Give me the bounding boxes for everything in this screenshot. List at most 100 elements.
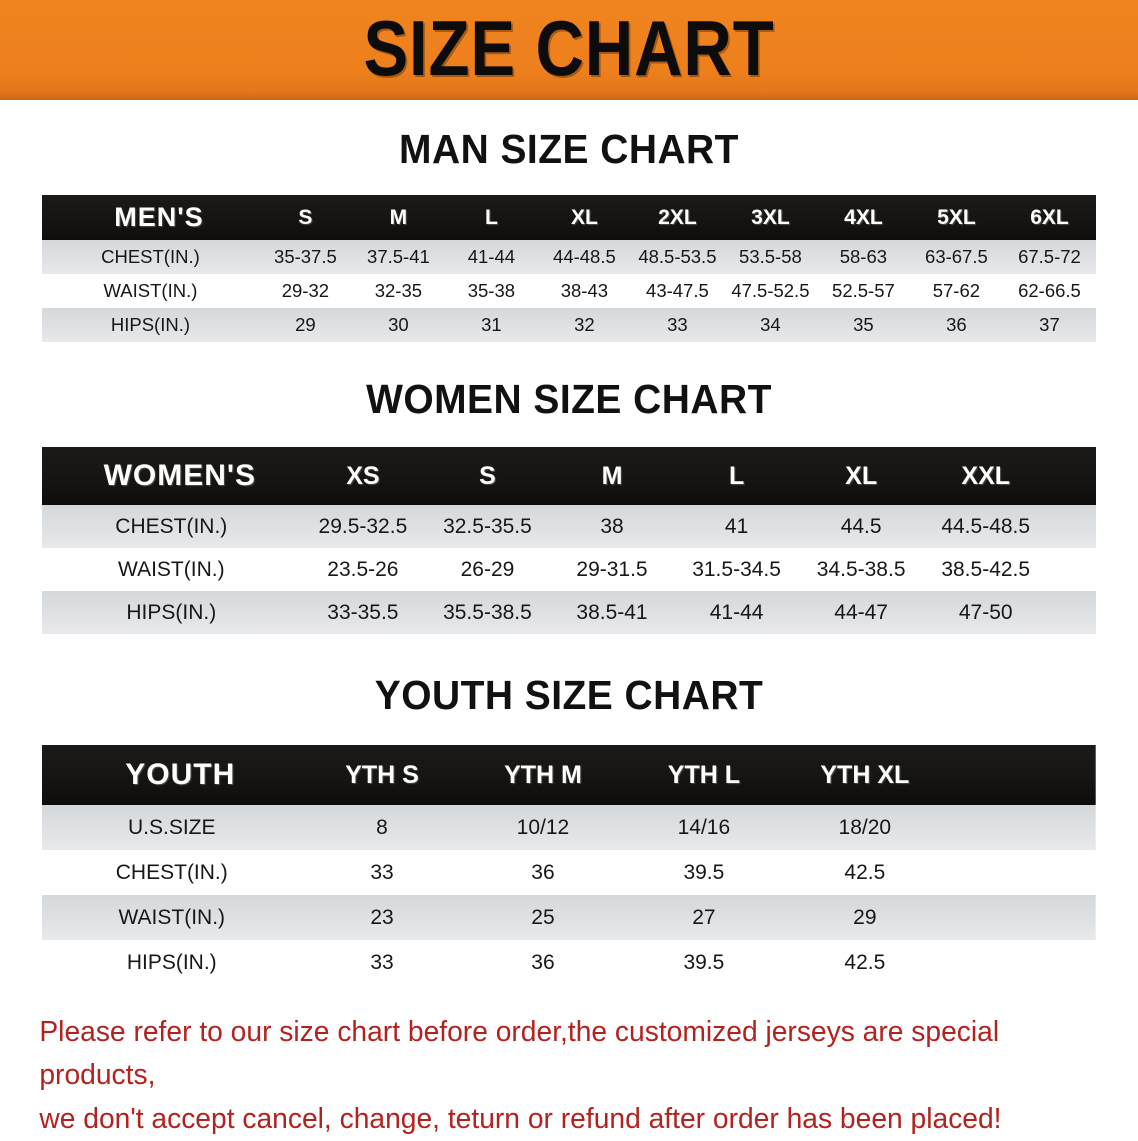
size-column-header: S bbox=[298, 205, 313, 229]
women-table-wrap: WOMEN'S XS S M L XL XXL CHEST(IN.) 29.5-32.5 32.… bbox=[0, 447, 1138, 634]
measurement-cell: 25 bbox=[531, 905, 555, 929]
measurement-cell: 44.5 bbox=[840, 514, 882, 538]
measurement-cell: 31 bbox=[481, 314, 502, 335]
footer-note: Please refer to our size chart before or… bbox=[39, 1011, 1098, 1141]
row-spacer bbox=[1048, 591, 1096, 634]
women-size-table: WOMEN'S XS S M L XL XXL CHEST(IN.) 29.5-32.5 32.… bbox=[42, 447, 1096, 634]
man-table-wrap: MEN'S S M L XL 2XL 3XL 4XL 5XL 6XL CHEST(IN.) 35-3… bbox=[0, 195, 1138, 342]
size-column-header: 6XL bbox=[1030, 205, 1069, 229]
table-header-row: WOMEN'S XS S M L XL XXL bbox=[42, 447, 1096, 505]
measurement-cell: 47.5-52.5 bbox=[731, 280, 810, 301]
measurement-cell: 31.5-34.5 bbox=[692, 557, 781, 581]
table-row: CHEST(IN.) 33 36 39.5 42.5 bbox=[42, 850, 1096, 895]
measurement-cell: 53.5-58 bbox=[739, 246, 802, 267]
measurement-cell: 36 bbox=[531, 860, 555, 884]
measurement-cell: 43-47.5 bbox=[646, 280, 709, 301]
table-header-row: MEN'S S M L XL 2XL 3XL 4XL 5XL 6XL bbox=[42, 195, 1096, 240]
measurement-cell: 48.5-53.5 bbox=[638, 246, 717, 267]
size-column-header: M bbox=[389, 205, 408, 229]
table-row: HIPS(IN.) 33 36 39.5 42.5 bbox=[42, 940, 1096, 985]
measurement-cell: 33-35.5 bbox=[327, 600, 399, 624]
measurement-cell: 63-67.5 bbox=[925, 246, 988, 267]
measurement-cell: 29-32 bbox=[281, 280, 330, 301]
row-spacer bbox=[1048, 548, 1096, 591]
size-column-header: YTH S bbox=[345, 760, 419, 789]
row-spacer bbox=[945, 850, 1096, 895]
size-column-header: YTH L bbox=[667, 760, 740, 789]
table-row: HIPS(IN.) 29 30 31 32 33 34 35 36 37 bbox=[42, 308, 1096, 342]
row-label: WAIST(IN.) bbox=[118, 905, 226, 929]
table-row: WAIST(IN.) 23.5-26 26-29 29-31.5 31.5-34.5 34… bbox=[42, 548, 1096, 591]
row-spacer bbox=[1048, 505, 1096, 548]
size-column-header: XXL bbox=[961, 461, 1011, 490]
table-row: CHEST(IN.) 29.5-32.5 32.5-35.5 38 41 44.5 44.5… bbox=[42, 505, 1096, 548]
youth-table-head: YOUTH YTH S YTH M YTH L YTH XL bbox=[42, 745, 1096, 805]
row-label: CHEST(IN.) bbox=[115, 860, 228, 884]
women-table-body: CHEST(IN.) 29.5-32.5 32.5-35.5 38 41 44.5 44.5… bbox=[42, 505, 1096, 634]
table-corner-label: WOMEN'S bbox=[103, 459, 257, 492]
measurement-cell: 38-43 bbox=[560, 280, 609, 301]
row-spacer bbox=[945, 940, 1096, 985]
measurement-cell: 67.5-72 bbox=[1018, 246, 1081, 267]
size-column-header: M bbox=[601, 461, 623, 490]
measurement-cell: 47-50 bbox=[958, 600, 1013, 624]
page-title: SIZE CHART bbox=[363, 4, 775, 92]
size-column-header: XL bbox=[845, 461, 878, 490]
measurement-cell: 37.5-41 bbox=[367, 246, 430, 267]
measurement-cell: 38.5-42.5 bbox=[941, 557, 1031, 581]
measurement-cell: 39.5 bbox=[683, 860, 725, 884]
man-table-head: MEN'S S M L XL 2XL 3XL 4XL 5XL 6XL bbox=[42, 195, 1096, 240]
size-column-header: YTH M bbox=[504, 760, 582, 789]
measurement-cell: 36 bbox=[946, 314, 967, 335]
measurement-cell: 23 bbox=[370, 905, 394, 929]
measurement-cell: 29 bbox=[295, 314, 316, 335]
measurement-cell: 26-29 bbox=[460, 557, 515, 581]
measurement-cell: 42.5 bbox=[844, 860, 886, 884]
row-spacer bbox=[945, 805, 1096, 850]
size-column-header: YTH XL bbox=[820, 760, 910, 789]
table-row: WAIST(IN.) 23 25 27 29 bbox=[42, 895, 1096, 940]
measurement-cell: 36 bbox=[531, 950, 555, 974]
measurement-cell: 62-66.5 bbox=[1018, 280, 1081, 301]
measurement-cell: 44.5-48.5 bbox=[941, 514, 1031, 538]
measurement-cell: 38.5-41 bbox=[576, 600, 648, 624]
measurement-cell: 58-63 bbox=[839, 246, 888, 267]
table-row: CHEST(IN.) 35-37.5 37.5-41 41-44 44-48.5 48.5… bbox=[42, 240, 1096, 274]
measurement-cell: 29-31.5 bbox=[576, 557, 648, 581]
measurement-cell: 32-35 bbox=[374, 280, 423, 301]
women-table-head: WOMEN'S XS S M L XL XXL bbox=[42, 447, 1096, 505]
measurement-cell: 35.5-38.5 bbox=[443, 600, 532, 624]
measurement-cell: 33 bbox=[370, 860, 394, 884]
measurement-cell: 14/16 bbox=[677, 815, 731, 839]
size-column-header: XL bbox=[570, 205, 598, 229]
size-column-header: 5XL bbox=[937, 205, 976, 229]
size-column-header: L bbox=[728, 461, 745, 490]
row-label: HIPS(IN.) bbox=[126, 600, 217, 624]
measurement-cell: 44-48.5 bbox=[553, 246, 616, 267]
measurement-cell: 18/20 bbox=[838, 815, 892, 839]
section-title-women: WOMEN SIZE CHART bbox=[366, 376, 772, 422]
section-title-youth: YOUTH SIZE CHART bbox=[374, 672, 764, 718]
measurement-cell: 29 bbox=[853, 905, 877, 929]
row-label: HIPS(IN.) bbox=[126, 950, 217, 974]
size-column-header: L bbox=[484, 205, 498, 229]
size-column-header: XS bbox=[346, 461, 380, 490]
measurement-cell: 29.5-32.5 bbox=[318, 514, 408, 538]
measurement-cell: 10/12 bbox=[516, 815, 570, 839]
measurement-cell: 33 bbox=[370, 950, 394, 974]
measurement-cell: 8 bbox=[376, 815, 388, 839]
row-label: CHEST(IN.) bbox=[115, 514, 228, 538]
measurement-cell: 23.5-26 bbox=[327, 557, 399, 581]
measurement-cell: 27 bbox=[692, 905, 716, 929]
measurement-cell: 32.5-35.5 bbox=[443, 514, 532, 538]
measurement-cell: 44-47 bbox=[834, 600, 888, 624]
size-column-header: 4XL bbox=[844, 205, 883, 229]
man-size-table: MEN'S S M L XL 2XL 3XL 4XL 5XL 6XL CHEST(IN.) 35-3… bbox=[42, 195, 1096, 342]
table-row: WAIST(IN.) 29-32 32-35 35-38 38-43 43-47.5 47.… bbox=[42, 274, 1096, 308]
footer-note-line-1: Please refer to our size chart before or… bbox=[39, 1016, 1000, 1092]
man-table-body: CHEST(IN.) 35-37.5 37.5-41 41-44 44-48.5 48.5… bbox=[42, 240, 1096, 342]
measurement-cell: 35-38 bbox=[467, 280, 516, 301]
row-label: U.S.SIZE bbox=[128, 815, 216, 839]
header-spacer bbox=[945, 745, 1096, 805]
row-label: HIPS(IN.) bbox=[110, 314, 191, 335]
